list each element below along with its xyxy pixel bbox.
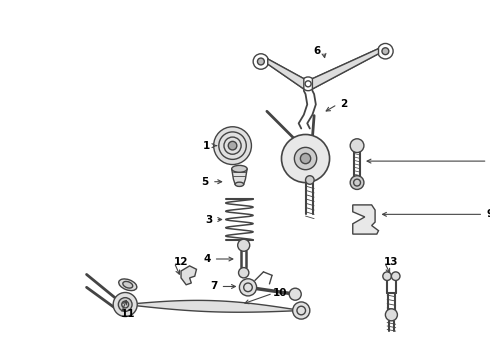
- Circle shape: [240, 279, 257, 296]
- Circle shape: [382, 48, 389, 55]
- Circle shape: [289, 288, 301, 300]
- Circle shape: [239, 267, 249, 278]
- Text: 12: 12: [174, 257, 188, 267]
- Circle shape: [293, 302, 310, 319]
- Polygon shape: [353, 205, 378, 234]
- Circle shape: [257, 58, 264, 65]
- Ellipse shape: [235, 182, 244, 186]
- Text: 5: 5: [201, 177, 209, 187]
- Circle shape: [214, 127, 251, 165]
- Text: 9: 9: [487, 210, 490, 219]
- Circle shape: [386, 309, 397, 321]
- Text: 4: 4: [203, 254, 211, 264]
- Polygon shape: [232, 169, 247, 184]
- Circle shape: [119, 298, 132, 311]
- Circle shape: [306, 176, 314, 184]
- Text: 10: 10: [272, 288, 287, 298]
- Circle shape: [228, 141, 237, 150]
- Ellipse shape: [123, 282, 133, 288]
- Polygon shape: [181, 266, 196, 285]
- Ellipse shape: [232, 165, 247, 172]
- Text: 1: 1: [203, 141, 210, 150]
- Circle shape: [392, 272, 400, 280]
- Circle shape: [294, 147, 317, 170]
- Circle shape: [383, 272, 392, 280]
- Text: 3: 3: [205, 215, 212, 225]
- Polygon shape: [268, 59, 304, 89]
- Polygon shape: [313, 49, 378, 89]
- Circle shape: [300, 153, 311, 164]
- Circle shape: [238, 239, 250, 251]
- Text: 6: 6: [313, 46, 320, 56]
- Text: 13: 13: [384, 257, 399, 267]
- Polygon shape: [125, 300, 301, 312]
- Text: 2: 2: [341, 99, 348, 109]
- Circle shape: [281, 135, 330, 183]
- Ellipse shape: [119, 279, 137, 291]
- Circle shape: [350, 139, 364, 153]
- Circle shape: [350, 176, 364, 189]
- Text: 11: 11: [121, 309, 135, 319]
- Circle shape: [113, 292, 137, 316]
- Text: 7: 7: [210, 282, 218, 292]
